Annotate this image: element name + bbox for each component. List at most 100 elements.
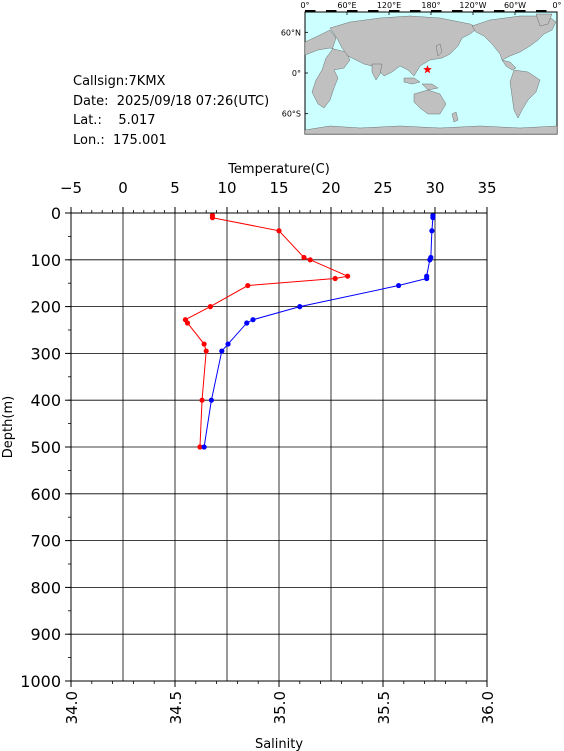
map-frame-tick: [431, 10, 442, 12]
depth-tick-label: 100: [30, 251, 61, 270]
salinity-tick-label: 35.0: [271, 691, 289, 724]
temperature-tick-label: 35: [477, 179, 496, 197]
lat-value: 5.017: [118, 113, 156, 128]
date-value: 2025/09/18 07:26(UTC): [116, 93, 270, 109]
chart-ticks: −5 0 5 10 15 20 25 30 35 0 100 200 300 400 500 600 700 80…: [20, 179, 497, 724]
temperature-tick-label: 5: [170, 179, 180, 197]
salinity-point: [245, 282, 251, 289]
map-frame-tick: [347, 10, 358, 12]
salinity-point: [197, 444, 203, 450]
temperature-point: [424, 275, 430, 282]
map-lat-tick-label: 60°S: [282, 110, 301, 119]
temperature-point: [208, 397, 214, 403]
map-lon-tick-label: 0°: [300, 1, 309, 10]
map-land: [304, 13, 558, 135]
temperature-tick-label: 30: [425, 179, 444, 197]
map-frame-tick: [305, 10, 316, 12]
depth-axis-title: Depth(m): [1, 396, 16, 458]
lat-label: Lat.:: [73, 113, 102, 128]
depth-tick-label: 800: [30, 578, 61, 597]
salinity-point: [199, 397, 205, 403]
salinity-point: [203, 348, 209, 354]
temperature-line: [203, 215, 434, 448]
salinity-point: [207, 304, 213, 310]
temperature-tick-label: 0: [118, 179, 128, 197]
depth-tick-label: 600: [30, 485, 61, 504]
map-lat-tick-labels: 60°N 0° 60°S: [281, 28, 308, 119]
depth-tick-label: 200: [30, 298, 61, 317]
depth-tick-label: 700: [30, 532, 61, 551]
chart-grid: [70, 212, 488, 682]
temperature-point: [201, 444, 207, 450]
date-line: Date: 2025/09/18 07:26(UTC): [73, 92, 269, 112]
salinity-point: [201, 341, 207, 347]
map-frame-tick: [452, 10, 463, 12]
map-frame-tick: [515, 10, 526, 12]
temperature-tick-label: 25: [373, 179, 392, 197]
salinity-tick-label: 35.5: [375, 691, 393, 724]
depth-tick-label: 1000: [20, 672, 61, 691]
temperature-tick-label: 20: [321, 179, 340, 197]
map-lat-tick-label: 60°N: [281, 28, 301, 37]
temperature-tick-label: 15: [269, 179, 288, 197]
salinity-point: [345, 273, 351, 279]
lat-line: Lat.: 5.017: [73, 111, 269, 131]
salinity-tick-label: 34.5: [167, 691, 185, 724]
temperature-point: [396, 282, 402, 289]
temperature-point: [219, 348, 225, 354]
salinity-point: [307, 257, 313, 263]
map-lon-tick-label: 180°: [421, 1, 440, 10]
map-frame-tick: [326, 10, 337, 12]
location-map: 0° 60°E 120°E 180° 120°W 60°W 0° 60°N 0° 60°S: [281, 1, 562, 135]
temperature-tick-label: −5: [60, 179, 82, 197]
map-frame-tick: [389, 10, 400, 12]
salinity-tick-label: 34.0: [63, 691, 81, 724]
temperature-axis-title: Temperature(C): [227, 162, 330, 177]
temperature-point: [250, 317, 256, 323]
depth-tick-label: 500: [30, 438, 61, 457]
map-lon-tick-labels: 0° 60°E 120°E 180° 120°W 60°W 0°: [300, 1, 562, 15]
salinity-axis-title: Salinity: [255, 737, 303, 751]
depth-tick-label: 300: [30, 344, 61, 363]
map-frame-tick: [494, 10, 505, 12]
chart-series: [182, 212, 436, 450]
temperature-point: [427, 257, 433, 263]
map-lon-tick-label: 120°E: [377, 1, 401, 10]
salinity-point: [332, 275, 338, 282]
depth-tick-label: 0: [51, 204, 61, 223]
map-frame-tick: [410, 10, 421, 12]
map-lon-tick-label: 0°: [552, 1, 561, 10]
map-frame: [305, 10, 547, 12]
callsign-line: Callsign:7KMX: [73, 72, 269, 92]
temperature-point: [430, 215, 436, 221]
map-frame-tick: [536, 10, 547, 12]
lon-line: Lon.: 175.001: [73, 131, 269, 151]
callsign-label: Callsign:: [73, 74, 129, 89]
salinity-tick-label: 36.0: [479, 691, 497, 724]
station-info: Callsign:7KMX Date: 2025/09/18 07:26(UTC…: [73, 72, 269, 150]
station-star: [423, 65, 432, 74]
temperature-tick-label: 10: [217, 179, 236, 197]
station-star-marker: [423, 65, 432, 74]
depth-tick-label: 400: [30, 391, 61, 410]
salinity-point: [209, 215, 216, 221]
callsign-value: 7KMX: [128, 74, 166, 89]
map-lon-tick-label: 60°W: [504, 1, 526, 10]
map-lon-tick-label: 120°W: [459, 1, 486, 10]
map-frame-tick: [473, 10, 484, 12]
map-lat-tick-label: 0°: [292, 69, 301, 78]
temperature-point: [297, 304, 303, 310]
depth-tick-label: 900: [30, 625, 61, 644]
lon-value: 175.001: [113, 132, 167, 148]
date-label: Date:: [73, 93, 109, 109]
salinity-point: [276, 228, 282, 234]
temperature-point: [244, 320, 250, 326]
salinity-point: [301, 254, 307, 261]
lon-label: Lon.:: [73, 132, 105, 148]
map-frame-tick: [368, 10, 379, 12]
salinity-point: [184, 320, 191, 326]
temperature-point: [225, 341, 231, 347]
map-lon-tick-label: 60°E: [337, 1, 356, 10]
temperature-point: [429, 228, 435, 234]
